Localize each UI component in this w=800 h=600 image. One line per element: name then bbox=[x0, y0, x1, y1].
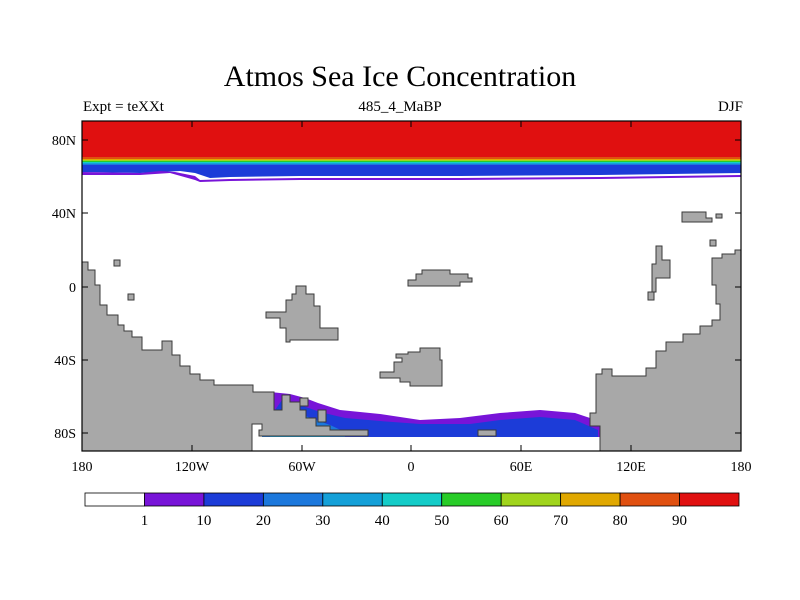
colorbar-swatch bbox=[381, 492, 443, 507]
colorbar-swatch bbox=[500, 492, 562, 507]
colorbar: 1 10 20 30 40 50 60 70 80 90 bbox=[84, 492, 740, 529]
colorbar-swatch bbox=[679, 492, 740, 507]
land-islet-3 bbox=[709, 239, 717, 247]
x-tick-label: 60W bbox=[288, 460, 316, 475]
colorbar-swatch bbox=[84, 492, 145, 507]
land-islet-2 bbox=[127, 293, 135, 301]
y-tick-label: 80N bbox=[52, 134, 76, 149]
land-masses bbox=[82, 211, 741, 451]
land-east-continent bbox=[589, 249, 741, 451]
x-tick-label: 120W bbox=[175, 460, 210, 475]
colorbar-swatch bbox=[144, 492, 205, 507]
x-tick-label: 180 bbox=[731, 460, 752, 475]
y-axis: 80N 40N 0 40S 80S bbox=[52, 134, 741, 442]
colorbar-label: 30 bbox=[315, 513, 330, 529]
colorbar-label: 90 bbox=[672, 513, 687, 529]
colorbar-swatch bbox=[322, 492, 383, 507]
x-tick-label: 180 bbox=[72, 460, 93, 475]
land-eastern-island bbox=[651, 245, 671, 293]
land-islet-7 bbox=[299, 397, 309, 407]
land-islet-4 bbox=[715, 213, 723, 219]
colorbar-swatch bbox=[560, 492, 621, 507]
colorbar-label: 1 bbox=[141, 513, 149, 529]
y-tick-label: 40N bbox=[52, 207, 76, 222]
x-tick-label: 60E bbox=[510, 460, 533, 475]
y-tick-label: 40S bbox=[54, 354, 76, 369]
colorbar-label: 40 bbox=[375, 513, 390, 529]
land-islet-6 bbox=[317, 409, 327, 423]
y-tick-label: 0 bbox=[69, 281, 76, 296]
land-west-continent bbox=[82, 261, 369, 451]
colorbar-swatch bbox=[262, 492, 324, 507]
period-label: 485_4_MaBP bbox=[358, 99, 442, 115]
colorbar-label: 70 bbox=[553, 513, 568, 529]
colorbar-swatch bbox=[203, 492, 264, 507]
colorbar-label: 10 bbox=[196, 513, 211, 529]
land-antarctic-east-islet bbox=[477, 429, 497, 437]
x-tick-label: 120E bbox=[616, 460, 646, 475]
y-tick-label: 80S bbox=[54, 427, 76, 442]
map-plot-area bbox=[82, 121, 741, 451]
land-islet-5 bbox=[647, 291, 655, 301]
land-central-island bbox=[407, 269, 473, 287]
land-islet-1 bbox=[113, 259, 121, 267]
colorbar-swatch bbox=[619, 492, 680, 507]
x-tick-label: 0 bbox=[408, 460, 415, 475]
colorbar-label: 20 bbox=[256, 513, 271, 529]
x-axis: 180 120W 60W 0 60E 120E 180 bbox=[72, 121, 752, 475]
colorbar-label: 60 bbox=[494, 513, 509, 529]
colorbar-label: 50 bbox=[434, 513, 449, 529]
colorbar-label: 80 bbox=[613, 513, 628, 529]
land-northeast-island bbox=[681, 211, 713, 223]
map-title: Atmos Sea Ice Concentration bbox=[223, 60, 577, 93]
colorbar-swatch bbox=[441, 492, 502, 507]
arctic-sea-ice bbox=[82, 121, 741, 182]
land-central-west-island bbox=[265, 285, 339, 343]
land-southern-island bbox=[379, 347, 443, 387]
season-label: DJF bbox=[717, 99, 743, 115]
experiment-label: Expt = teXXt bbox=[83, 99, 164, 115]
